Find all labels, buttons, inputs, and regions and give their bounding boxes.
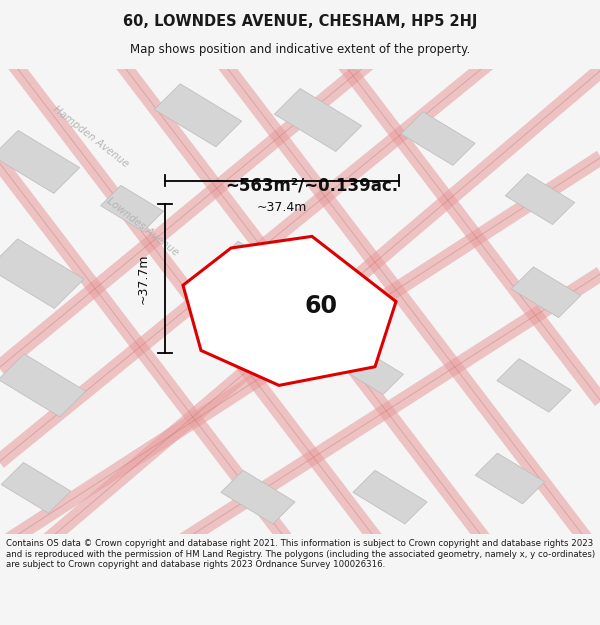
Polygon shape (301, 267, 371, 318)
Polygon shape (401, 112, 475, 166)
Polygon shape (0, 239, 84, 308)
Polygon shape (505, 174, 575, 224)
Polygon shape (183, 236, 396, 386)
Text: Map shows position and indicative extent of the property.: Map shows position and indicative extent… (130, 43, 470, 56)
Text: 60: 60 (305, 294, 337, 318)
Polygon shape (101, 186, 163, 231)
Text: ~563m²/~0.139ac.: ~563m²/~0.139ac. (226, 176, 398, 194)
Text: ~37.4m: ~37.4m (257, 201, 307, 214)
Polygon shape (497, 359, 571, 412)
Polygon shape (475, 453, 545, 504)
Text: ~37.7m: ~37.7m (137, 253, 150, 304)
Polygon shape (341, 348, 403, 394)
Text: Hampden Avenue: Hampden Avenue (51, 104, 130, 169)
Polygon shape (353, 471, 427, 524)
Text: 60, LOWNDES AVENUE, CHESHAM, HP5 2HJ: 60, LOWNDES AVENUE, CHESHAM, HP5 2HJ (123, 14, 477, 29)
Polygon shape (511, 267, 581, 318)
Polygon shape (1, 462, 71, 513)
Text: Lowndes Avenue: Lowndes Avenue (105, 196, 181, 258)
Polygon shape (154, 84, 242, 147)
Polygon shape (274, 89, 362, 151)
Polygon shape (0, 131, 80, 193)
Polygon shape (221, 471, 295, 524)
Text: Contains OS data © Crown copyright and database right 2021. This information is : Contains OS data © Crown copyright and d… (6, 539, 595, 569)
Polygon shape (0, 354, 86, 417)
Polygon shape (214, 241, 290, 297)
